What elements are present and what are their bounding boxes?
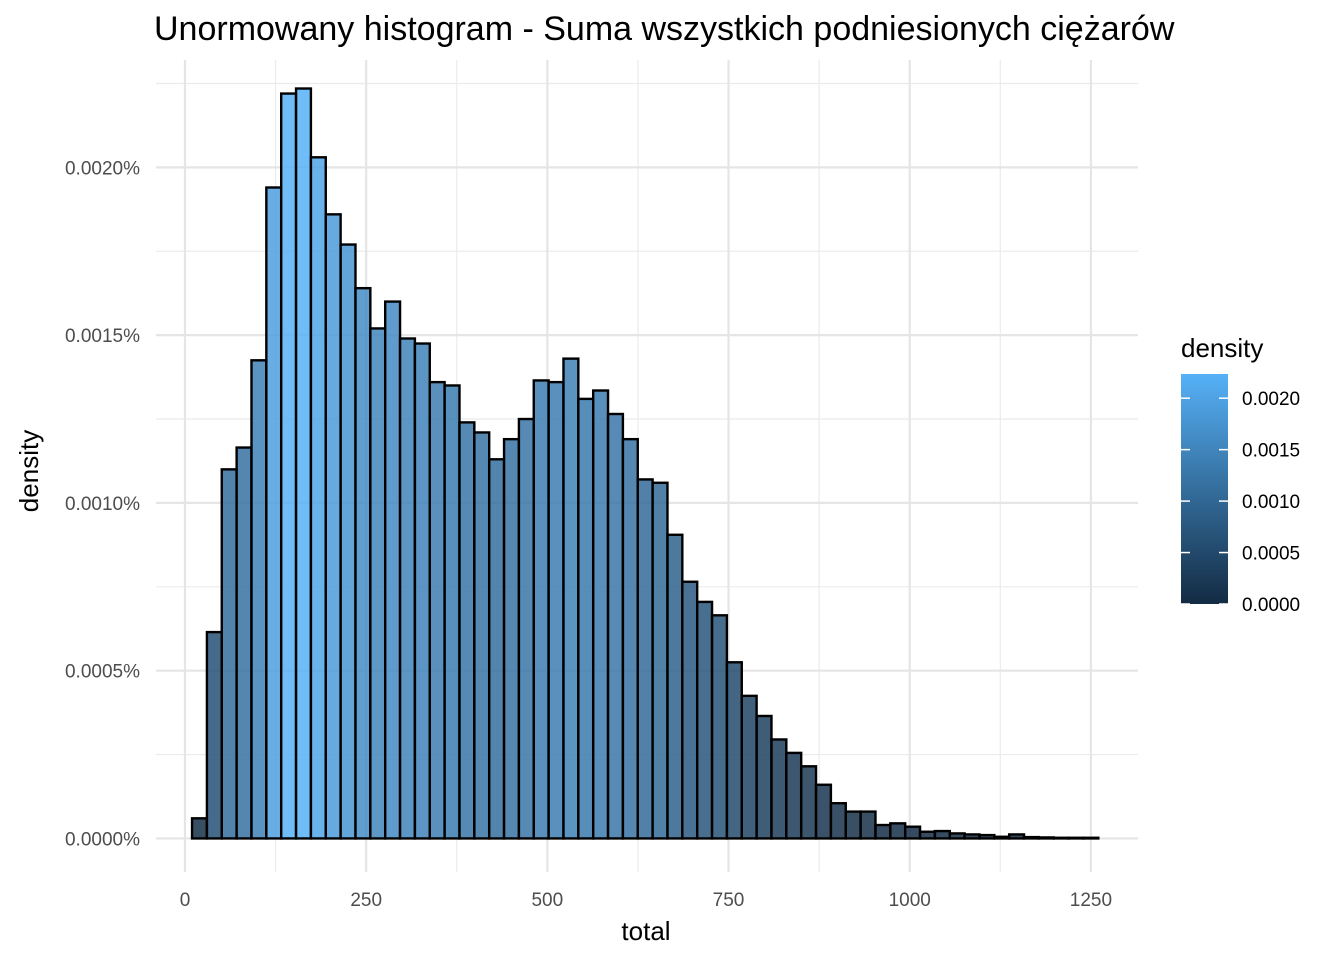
histogram-bar	[874, 823, 892, 840]
y-tick-label: 0.0000%	[65, 829, 140, 850]
histogram-bar	[383, 300, 402, 840]
histogram-bar	[918, 830, 937, 840]
histogram-bar	[859, 810, 877, 840]
histogram-bar	[978, 833, 996, 840]
histogram-bar	[844, 810, 862, 840]
histogram-bar	[473, 431, 491, 840]
histogram-bar	[1037, 836, 1055, 840]
legend-label: 0.0005	[1242, 544, 1300, 565]
histogram-bar	[606, 412, 625, 840]
histogram-bar	[1067, 836, 1085, 840]
x-tick-label: 500	[531, 890, 563, 911]
legend-label: 0.0020	[1242, 389, 1300, 410]
color-legend: density 0.0000 0.0005 0.0010 0.0015 0.0020	[1181, 333, 1300, 616]
histogram-bar	[755, 714, 773, 840]
histogram-bar	[235, 446, 253, 840]
histogram-bar	[577, 397, 595, 840]
legend-label: 0.0000	[1242, 595, 1300, 616]
histogram-bar	[339, 243, 357, 840]
histogram-bar	[933, 829, 951, 840]
y-axis-tick-labels: 0.0000% 0.0005% 0.0010% 0.0015% 0.0020%	[65, 158, 140, 850]
histogram-bar	[443, 384, 461, 840]
legend-ticks: 0.0000 0.0005 0.0010 0.0015 0.0020	[1181, 389, 1300, 616]
y-axis-title: density	[14, 430, 44, 512]
histogram-bar	[1022, 835, 1041, 840]
histogram-bar	[220, 468, 238, 840]
histogram-bar	[309, 156, 327, 840]
histogram-bar	[681, 580, 699, 840]
histogram-bar	[532, 379, 550, 840]
y-tick-label: 0.0015%	[65, 326, 140, 347]
histogram-bar	[814, 783, 833, 840]
histogram-bar	[740, 694, 758, 840]
x-tick-label: 1000	[889, 890, 931, 911]
histogram-bar	[799, 765, 818, 840]
histogram-bar	[250, 359, 268, 840]
histogram-bar	[354, 286, 372, 840]
histogram-bar	[547, 380, 565, 840]
histogram-bar	[369, 327, 387, 840]
histogram-bar	[829, 802, 847, 840]
histogram-bar	[948, 832, 966, 840]
histogram-bar	[502, 437, 521, 840]
histogram-bar	[963, 833, 981, 840]
x-tick-label: 0	[180, 890, 191, 911]
histogram-bar	[695, 600, 714, 840]
y-tick-label: 0.0010%	[65, 494, 140, 515]
histogram-bar	[190, 817, 209, 840]
histogram-bar	[710, 614, 729, 840]
x-tick-label: 250	[350, 890, 382, 911]
histogram-bar	[517, 417, 535, 840]
chart-title: Unormowany histogram - Suma wszystkich p…	[154, 10, 1175, 48]
histogram-bar	[591, 389, 610, 840]
histogram-bar	[562, 357, 580, 840]
x-tick-label: 750	[713, 890, 745, 911]
histogram-bar	[279, 92, 298, 840]
histogram-bar	[1052, 836, 1070, 840]
histogram-bar	[889, 822, 907, 840]
histogram-bar	[487, 458, 506, 840]
histogram-bar	[413, 342, 431, 840]
histogram-bar	[205, 630, 223, 840]
x-axis-title: total	[621, 916, 670, 946]
histogram-bar	[428, 380, 446, 840]
histogram-bar	[458, 421, 476, 840]
legend-colorbar	[1181, 374, 1228, 604]
histogram-bar	[785, 751, 803, 840]
histogram-bar	[993, 835, 1011, 840]
legend-title: density	[1181, 333, 1263, 363]
histogram-bar	[1082, 836, 1100, 840]
histogram-bar	[903, 825, 922, 840]
histogram-bar	[666, 533, 684, 840]
x-axis-tick-labels: 0 250 500 750 1000 1250	[180, 890, 1112, 911]
histogram-bar	[651, 481, 669, 840]
histogram-bar	[725, 661, 743, 840]
histogram-bars	[190, 87, 1100, 840]
histogram-bar	[636, 478, 654, 840]
x-tick-label: 1250	[1070, 890, 1112, 911]
histogram-bar	[324, 213, 342, 840]
histogram-bar	[1007, 833, 1026, 840]
y-tick-label: 0.0005%	[65, 662, 140, 683]
legend-label: 0.0015	[1242, 441, 1300, 462]
histogram-bar	[265, 186, 283, 840]
histogram-bar	[294, 87, 313, 840]
histogram-bar	[621, 437, 639, 840]
histogram-bar	[398, 337, 417, 840]
y-tick-label: 0.0020%	[65, 158, 140, 179]
legend-label: 0.0010	[1242, 492, 1300, 513]
histogram-bar	[770, 738, 788, 840]
